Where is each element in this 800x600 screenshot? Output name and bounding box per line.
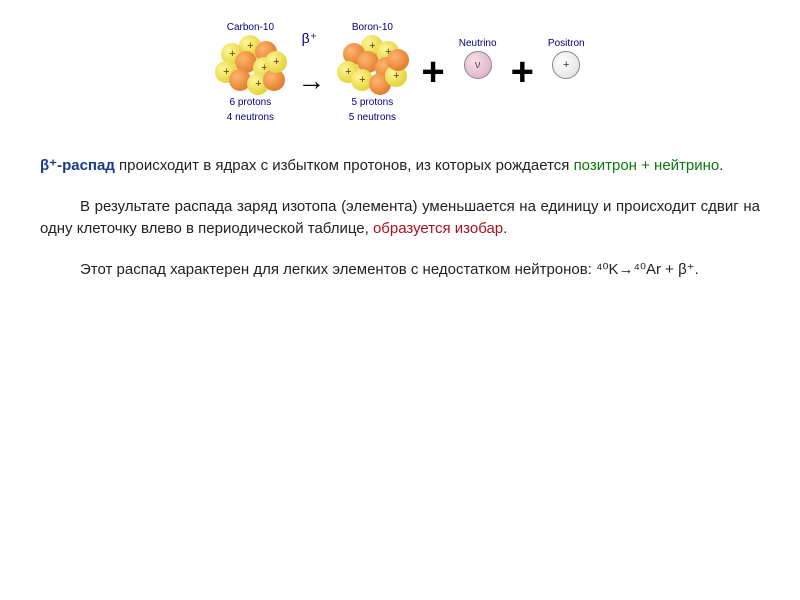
- carbon-label: Carbon-10: [227, 22, 274, 33]
- boron-nucleus-block: Boron-10 + + + + + 5 protons 5 neutrons: [337, 20, 407, 125]
- beta-decay-term: β⁺-распад: [40, 157, 115, 174]
- positron-particle-icon: +: [552, 51, 580, 79]
- paragraph-1: β⁺-распад происходит в ядрах с избытком …: [40, 155, 760, 178]
- neutrino-block: Neutrino ν: [459, 36, 497, 109]
- carbon-nucleus: + + + + + +: [215, 35, 285, 95]
- decay-arrow-icon: →: [297, 65, 325, 97]
- p1-body: происходит в ядрах с избытком протонов, …: [115, 157, 574, 174]
- beta-plus-label: β⁺: [302, 30, 317, 47]
- boron-protons: 5 protons: [352, 97, 394, 108]
- paragraph-2: В результате распада заряд изотопа (элем…: [40, 196, 760, 241]
- boron-nucleus: + + + + +: [337, 35, 407, 95]
- plus-2: +: [511, 50, 534, 95]
- boron-label: Boron-10: [352, 22, 393, 33]
- decay-diagram: Carbon-10 + + + + + + 6 protons 4 neutro…: [40, 20, 760, 125]
- carbon-nucleus-block: Carbon-10 + + + + + + 6 protons 4 neutro…: [215, 20, 285, 125]
- neutrino-label: Neutrino: [459, 38, 497, 49]
- positron-block: Positron +: [548, 36, 585, 109]
- arrow-block: β⁺ →: [293, 48, 329, 97]
- positron-label: Positron: [548, 38, 585, 49]
- isobar-term: образуется изобар: [373, 220, 503, 237]
- boron-neutrons: 5 neutrons: [349, 112, 396, 123]
- positron-neutrino-term: позитрон + нейтрино: [574, 157, 720, 174]
- carbon-neutrons: 4 neutrons: [227, 112, 274, 123]
- carbon-protons: 6 protons: [230, 97, 272, 108]
- neutrino-particle-icon: ν: [464, 51, 492, 79]
- paragraph-3: Этот распад характерен для легких элемен…: [40, 259, 760, 282]
- plus-1: +: [421, 50, 444, 95]
